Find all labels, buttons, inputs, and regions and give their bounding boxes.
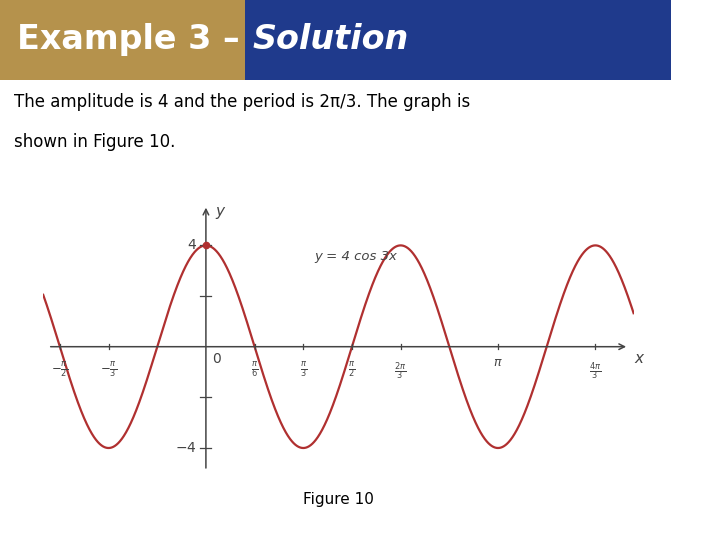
- Text: $\pi$: $\pi$: [493, 356, 503, 369]
- Text: $\frac{4\pi}{3}$: $\frac{4\pi}{3}$: [589, 361, 601, 382]
- Text: y = 4 cos 3x: y = 4 cos 3x: [315, 251, 397, 264]
- Text: Solution: Solution: [253, 23, 409, 57]
- Text: 17: 17: [680, 507, 711, 526]
- Text: $\frac{\pi}{6}$: $\frac{\pi}{6}$: [251, 361, 258, 380]
- Text: $\frac{\pi}{2}$: $\frac{\pi}{2}$: [348, 361, 356, 380]
- Text: $y$: $y$: [215, 205, 227, 221]
- Text: $-$$\frac{\pi}{3}$: $-$$\frac{\pi}{3}$: [100, 361, 117, 380]
- Text: cont’d: cont’d: [678, 14, 713, 24]
- Text: The amplitude is 4 and the period is 2π/3. The graph is: The amplitude is 4 and the period is 2π/…: [14, 93, 471, 111]
- Text: shown in Figure 10.: shown in Figure 10.: [14, 133, 176, 152]
- Text: Example 3 –: Example 3 –: [17, 23, 251, 57]
- Text: $4$: $4$: [186, 238, 197, 252]
- Text: $0$: $0$: [212, 352, 222, 366]
- FancyBboxPatch shape: [0, 0, 245, 80]
- Text: $\frac{\pi}{3}$: $\frac{\pi}{3}$: [300, 361, 307, 380]
- Text: $\frac{2\pi}{3}$: $\frac{2\pi}{3}$: [395, 361, 407, 382]
- Text: $-4$: $-4$: [175, 441, 197, 455]
- FancyBboxPatch shape: [245, 0, 671, 80]
- Text: Figure 10: Figure 10: [303, 492, 374, 507]
- Text: $x$: $x$: [634, 351, 645, 366]
- Text: $-$$\frac{\pi}{2}$: $-$$\frac{\pi}{2}$: [51, 361, 68, 380]
